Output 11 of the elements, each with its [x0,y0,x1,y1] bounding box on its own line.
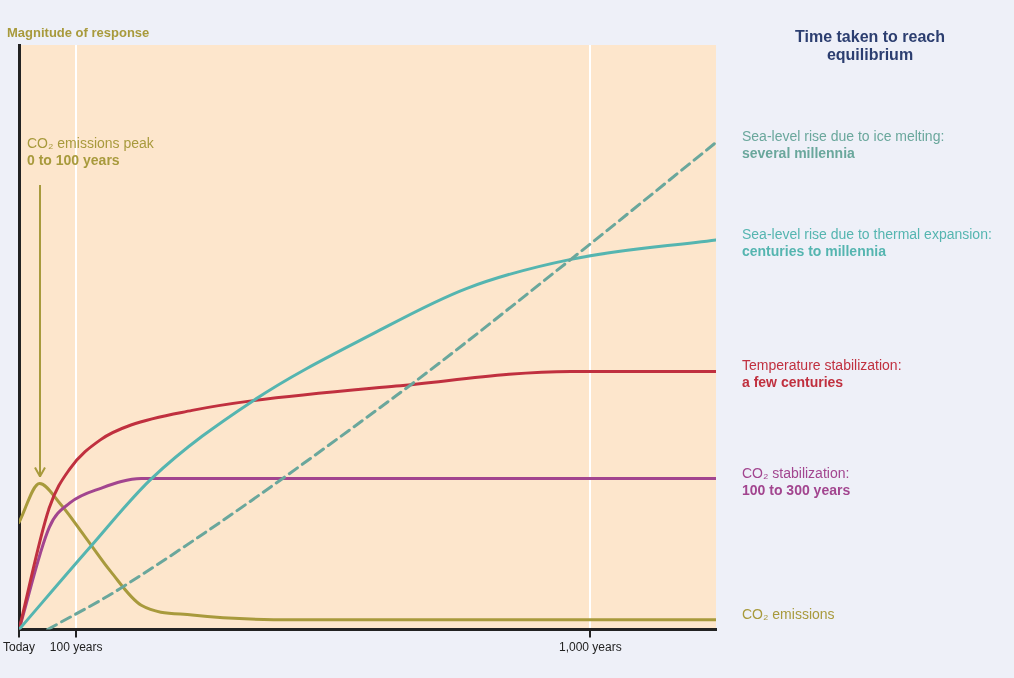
text: Magnitude of response [7,25,150,40]
annotation: CO₂ emissions peak 0 to 100 years [27,135,155,169]
x-tick-label: Today [3,640,36,655]
series-label: Sea-level rise due to ice melting: several millennia [742,128,946,163]
series-label: CO₂ emissions [742,605,836,623]
series-label: CO₂ stabilization: 100 to 300 years [742,464,852,499]
x-tick-label: 1,000 years [558,640,622,655]
series-label: Sea-level rise due to thermal expansion: centuries to millennia [742,225,992,260]
x-tick-label: 100 years [49,640,103,655]
series-label: Temperature stabilization: a few centuries [742,357,903,392]
legend-title: Time taken to reach equilibrium [794,28,946,64]
